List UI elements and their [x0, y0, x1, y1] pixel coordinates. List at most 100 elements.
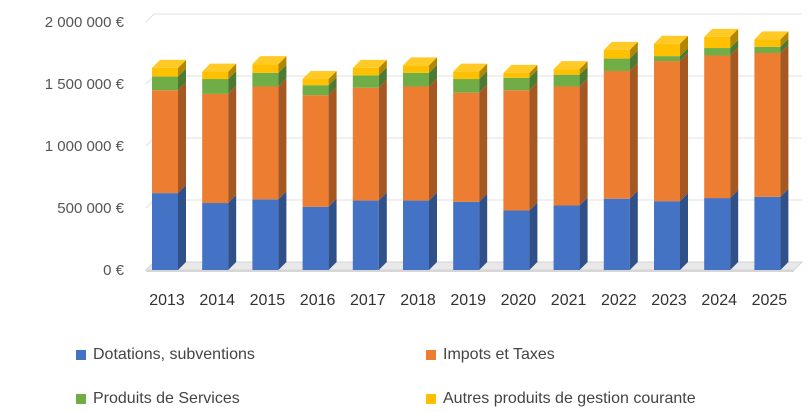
bar-segment	[603, 198, 630, 270]
x-tick-label: 2019	[450, 292, 486, 309]
bar-segment	[152, 76, 178, 91]
bar-segment	[453, 92, 480, 202]
bar-segment-side	[479, 193, 488, 270]
legend-swatch-produits-services	[76, 394, 86, 404]
bar-top	[302, 71, 337, 80]
bar-segment	[352, 87, 379, 201]
x-tick-label: 2025	[752, 292, 788, 309]
x-tick-label: 2015	[250, 292, 286, 309]
bar-segment-side	[629, 41, 638, 59]
bar-segment-side	[680, 53, 688, 202]
bar-segment	[453, 79, 480, 93]
bar-segment-side	[579, 66, 588, 87]
bar-segment-side	[278, 191, 287, 270]
legend-swatch-impots	[426, 350, 436, 360]
bar-segment-side	[730, 190, 739, 270]
bar-segment-side	[378, 79, 387, 201]
bar-segment-side	[178, 185, 186, 270]
bar-segment	[152, 90, 178, 194]
legend-label-impots: Impots et Taxes	[443, 346, 555, 363]
bar-segment	[302, 95, 329, 207]
bar-segment	[202, 93, 229, 204]
bar-segment-side	[529, 69, 538, 91]
bar-segment-side	[680, 35, 688, 57]
bar-segment-side	[529, 202, 538, 270]
bar-segment	[704, 55, 731, 199]
bar-segment	[352, 200, 379, 270]
bar-top	[252, 56, 287, 65]
bar-segment-side	[479, 71, 488, 93]
bar-segment-side	[730, 47, 739, 199]
legend-item-impots: Impots et Taxes	[426, 346, 555, 364]
bar-segment	[403, 86, 429, 201]
bar-segment-side	[730, 40, 739, 56]
bar-top	[704, 28, 739, 37]
bar-segment	[754, 39, 781, 47]
bar-segment	[704, 198, 731, 270]
gridline	[145, 13, 802, 23]
bar-segment	[503, 210, 530, 270]
bar-stack-2025	[754, 31, 789, 270]
bar-segment-side	[479, 84, 488, 202]
bar-segment-side	[228, 71, 237, 94]
bar-segment	[553, 86, 580, 206]
bar-segment	[252, 64, 279, 73]
bar-segment	[503, 77, 530, 91]
y-tick-label: 2 000 000 €	[45, 14, 125, 31]
bar-segment	[603, 70, 630, 199]
bar-segment-side	[429, 57, 437, 73]
y-tick-label: 500 000 €	[57, 200, 124, 217]
bar-segment	[704, 36, 731, 49]
bar-segment-side	[780, 31, 789, 47]
bar-stack-2016	[302, 71, 337, 270]
floor-edge	[146, 270, 794, 272]
bar-stack-2019	[453, 63, 488, 270]
bar-segment-side	[228, 85, 237, 204]
bar-stack-2022	[603, 41, 638, 270]
y-axis-ticks: 0 € 500 000 € 1 000 000 € 1 500 000 € 2 000 …	[45, 14, 125, 279]
bar-segment-side	[579, 61, 588, 75]
bar-segment-side	[529, 64, 538, 78]
bar-segment-side	[178, 82, 186, 194]
bar-segment-side	[328, 198, 337, 270]
bar-segment-side	[680, 193, 688, 270]
bar-segment	[754, 46, 781, 53]
bar-segment-side	[328, 71, 337, 86]
bar-stack-2013	[152, 59, 186, 270]
legend-label-produits-services: Produits de Services	[93, 390, 240, 407]
bar-segment	[152, 193, 178, 270]
bar-segment-side	[278, 78, 287, 200]
bar-segment-side	[278, 56, 287, 73]
bar-segment-side	[579, 197, 588, 270]
bar-segment-side	[378, 59, 387, 76]
legend-item-dotations: Dotations, subventions	[76, 346, 255, 364]
bar-segment	[202, 203, 229, 270]
bar-top	[352, 59, 387, 68]
bar-top	[553, 61, 588, 70]
bar-segment-side	[780, 38, 789, 53]
bar-stack-2015	[252, 56, 287, 270]
x-tick-label: 2024	[701, 292, 737, 309]
bar-segment	[603, 49, 630, 59]
bar-top	[202, 63, 237, 72]
bar-segment-side	[730, 28, 739, 49]
x-tick-label: 2017	[350, 292, 386, 309]
legend-label-autres-produits: Autres produits de gestion courante	[443, 390, 696, 407]
bar-top	[152, 59, 186, 68]
x-tick-label: 2021	[551, 292, 587, 309]
bar-segment	[252, 199, 279, 270]
bar-segment	[704, 48, 731, 56]
bar-segment	[553, 205, 580, 270]
x-tick-label: 2014	[199, 292, 235, 309]
x-tick-label: 2016	[300, 292, 336, 309]
bar-segment-side	[579, 78, 588, 206]
legend: Dotations, subventions Impots et Taxes P…	[0, 336, 808, 412]
bar-top	[754, 31, 789, 40]
bar-stack-2018	[403, 57, 437, 270]
bar-segment	[453, 71, 480, 80]
bar-segment-side	[629, 190, 638, 270]
bar-segment-side	[178, 68, 186, 91]
legend-swatch-autres-produits	[426, 394, 436, 404]
bar-top	[453, 63, 488, 72]
bar-stack-2023	[654, 35, 688, 270]
